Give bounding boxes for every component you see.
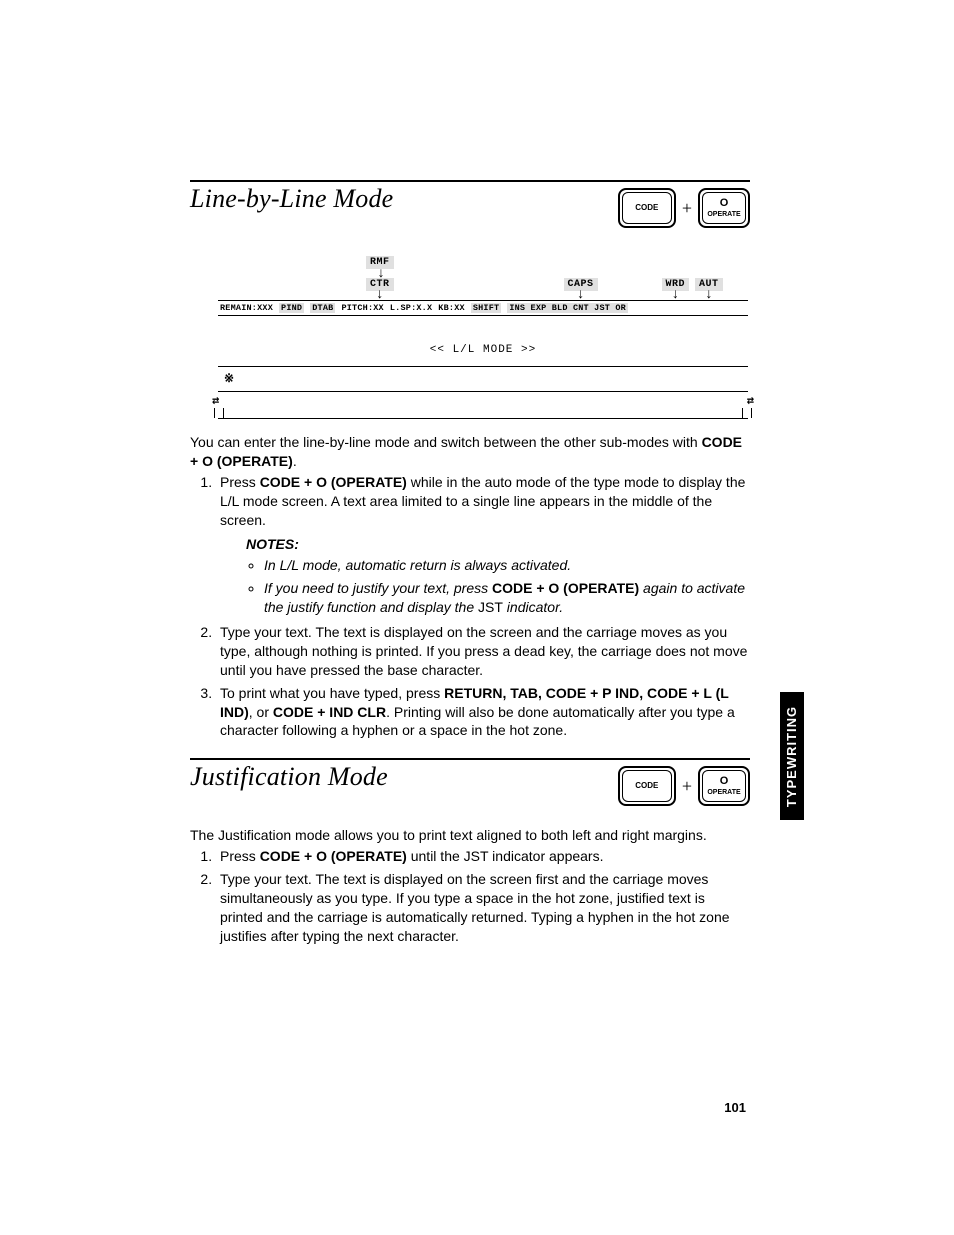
status-line: REMAIN:XXX PIND DTAB PITCH:XX L.SP:X.X K… (218, 300, 748, 316)
keycap-code: CODE (618, 766, 676, 806)
list-item: Press CODE + O (OPERATE) while in the au… (216, 473, 750, 617)
keycap-top: O (720, 776, 729, 787)
arrow-down-icon: ↓ (366, 290, 394, 300)
text-line-area: ※ (218, 366, 748, 392)
keycap-o-operate: O OPERATE (698, 766, 750, 806)
list-item: Press CODE + O (OPERATE) until the JST i… (216, 847, 750, 866)
status-pitch: PITCH:XX (341, 303, 383, 313)
side-tab-label: TYPEWRITING (785, 705, 800, 806)
arrow-down-icon: ↓ (695, 290, 723, 300)
keycombo-code-o: CODE + O OPERATE (618, 766, 750, 806)
steps-list: Press CODE + O (OPERATE) until the JST i… (190, 847, 750, 945)
keycombo-code-o: CODE + O OPERATE (618, 188, 750, 228)
plus-icon: + (680, 198, 694, 219)
body-text: You can enter the line-by-line mode and … (190, 433, 750, 740)
status-tail: INS EXP BLD CNT JST OR (507, 303, 628, 313)
body-text: The Justification mode allows you to pri… (190, 826, 750, 945)
arrow-down-icon: ↓ (662, 290, 690, 300)
section-rule (190, 180, 750, 182)
list-item: If you need to justify your text, press … (264, 579, 750, 617)
ruler: ⇄ ⇄ (218, 400, 748, 419)
section-header-justification: Justification Mode CODE + O OPERATE (190, 762, 750, 806)
ruler-right-mark: ⇄ (747, 393, 754, 408)
intro-paragraph: The Justification mode allows you to pri… (190, 826, 750, 845)
section-title: Justification Mode (190, 762, 388, 792)
intro-paragraph: You can enter the line-by-line mode and … (190, 433, 750, 471)
keycap-o-operate: O OPERATE (698, 188, 750, 228)
ruler-left-mark: ⇄ (212, 393, 219, 408)
keycap-bottom: OPERATE (707, 211, 740, 218)
keycap-label: CODE (635, 782, 658, 790)
keycap-bottom: OPERATE (707, 789, 740, 796)
side-tab: TYPEWRITING (780, 692, 804, 820)
list-item: Type your text. The text is displayed on… (216, 623, 750, 680)
list-item: In L/L mode, automatic return is always … (264, 556, 750, 575)
steps-list: Press CODE + O (OPERATE) while in the au… (190, 473, 750, 741)
keycap-top: O (720, 198, 729, 209)
cursor-icon: ※ (224, 371, 234, 386)
notes-list: In L/L mode, automatic return is always … (246, 556, 750, 617)
section-header-line-by-line: Line-by-Line Mode CODE + O OPERATE (190, 184, 750, 228)
mode-banner: << L/L MODE >> (218, 316, 748, 366)
status-lsp: L.SP:X.X (390, 303, 432, 313)
list-item: Type your text. The text is displayed on… (216, 870, 750, 946)
status-shift: SHIFT (471, 303, 502, 313)
screen-diagram: RMF ↓ CTR ↓ CAPS ↓ WRD ↓ AUT (218, 256, 748, 419)
notes-heading: NOTES: (246, 535, 750, 554)
status-remain: REMAIN:XXX (220, 303, 273, 313)
arrow-down-icon: ↓ (564, 290, 598, 300)
status-pind: PIND (279, 303, 304, 313)
section-rule (190, 758, 750, 760)
page-number: 101 (724, 1100, 746, 1115)
status-kb: KB:XX (438, 303, 465, 313)
plus-icon: + (680, 776, 694, 797)
section-title: Line-by-Line Mode (190, 184, 393, 214)
list-item: To print what you have typed, press RETU… (216, 684, 750, 741)
keycap-code: CODE (618, 188, 676, 228)
status-dtab: DTAB (310, 303, 335, 313)
keycap-label: CODE (635, 204, 658, 212)
